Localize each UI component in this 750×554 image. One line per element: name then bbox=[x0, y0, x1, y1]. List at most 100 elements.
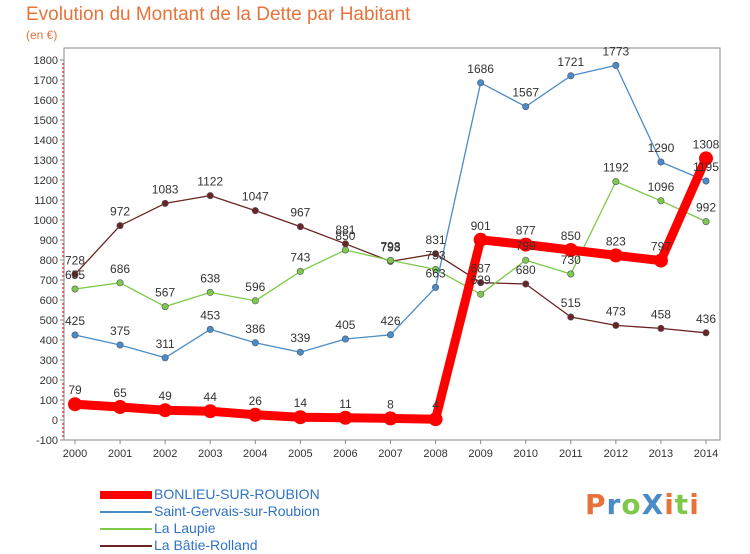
data-point bbox=[612, 61, 620, 69]
data-label: 730 bbox=[561, 253, 581, 267]
data-label: 1721 bbox=[557, 55, 584, 69]
data-label: 4 bbox=[432, 398, 439, 412]
data-point bbox=[428, 412, 443, 427]
data-point bbox=[161, 199, 169, 207]
data-point bbox=[161, 303, 169, 311]
data-label: 823 bbox=[606, 234, 626, 248]
data-label: 386 bbox=[245, 322, 265, 336]
data-point bbox=[522, 256, 530, 264]
data-label: 1083 bbox=[152, 182, 179, 196]
data-point bbox=[296, 223, 304, 231]
data-point bbox=[71, 285, 79, 293]
data-label: 877 bbox=[516, 224, 536, 238]
series-layer bbox=[68, 61, 713, 427]
data-label: 687 bbox=[471, 262, 491, 276]
y-tick-label: 1700 bbox=[34, 75, 58, 87]
data-label: 596 bbox=[245, 280, 265, 294]
x-axis: 2000 2001 2002 2003 2004 2005 2006 2007 2008 2009… bbox=[63, 440, 718, 460]
data-label: 972 bbox=[110, 205, 130, 219]
data-label: 311 bbox=[156, 337, 175, 351]
data-label: 797 bbox=[651, 240, 671, 254]
data-label: 663 bbox=[426, 266, 446, 280]
logo-letter: i bbox=[664, 488, 675, 521]
data-point bbox=[293, 410, 308, 425]
legend-label: Saint-Gervais-sur-Roubion bbox=[154, 503, 320, 519]
data-label: 638 bbox=[200, 271, 220, 285]
data-label: 1567 bbox=[512, 86, 539, 100]
data-label: 798 bbox=[380, 239, 400, 253]
x-tick-label: 2001 bbox=[108, 448, 132, 460]
chart-subtitle: (en €) bbox=[26, 28, 58, 42]
data-point bbox=[161, 354, 169, 362]
data-label: 14 bbox=[294, 396, 308, 410]
legend-swatch bbox=[100, 528, 152, 530]
data-label: 967 bbox=[290, 206, 310, 220]
data-point bbox=[116, 222, 124, 230]
data-label: 8 bbox=[387, 397, 394, 411]
x-tick-label: 2003 bbox=[198, 448, 222, 460]
data-point bbox=[158, 403, 173, 418]
x-tick-label: 2002 bbox=[153, 448, 177, 460]
x-tick-label: 2008 bbox=[423, 448, 447, 460]
x-tick-label: 2004 bbox=[243, 448, 267, 460]
data-label: 515 bbox=[561, 296, 581, 310]
data-label: 65 bbox=[113, 386, 127, 400]
data-label: 655 bbox=[65, 268, 85, 282]
data-label: 79 bbox=[68, 383, 82, 397]
data-point bbox=[657, 158, 665, 166]
legend-swatch bbox=[100, 545, 152, 547]
data-point bbox=[432, 250, 440, 258]
data-label: 743 bbox=[290, 250, 310, 264]
logo-letter: o bbox=[621, 488, 642, 521]
data-point bbox=[206, 192, 214, 200]
data-label: 339 bbox=[290, 331, 310, 345]
data-point bbox=[116, 341, 124, 349]
data-point bbox=[248, 407, 263, 422]
data-label: 1195 bbox=[693, 160, 719, 174]
x-tick-label: 2013 bbox=[649, 448, 673, 460]
data-point bbox=[113, 400, 128, 414]
data-point bbox=[386, 256, 394, 264]
data-label: 436 bbox=[696, 312, 716, 326]
data-label: 11 bbox=[339, 397, 352, 411]
data-label: 1192 bbox=[603, 161, 629, 175]
y-tick-label: 600 bbox=[40, 295, 58, 307]
x-tick-label: 2006 bbox=[333, 448, 357, 460]
data-point bbox=[432, 283, 440, 291]
data-point bbox=[567, 72, 575, 80]
y-tick-label: 1500 bbox=[34, 115, 58, 127]
x-tick-label: 2011 bbox=[559, 448, 583, 460]
y-tick-label: 400 bbox=[40, 335, 58, 347]
data-point bbox=[477, 279, 485, 287]
data-labels: 728 972 1083 1122 1047 967 881 793 831 687 680 515 4… bbox=[65, 44, 720, 412]
data-label: 793 bbox=[380, 240, 400, 254]
data-label: 375 bbox=[110, 324, 130, 338]
logo-letter: r bbox=[606, 488, 622, 521]
logo-letter: i bbox=[689, 488, 700, 521]
data-label: 1122 bbox=[197, 175, 223, 189]
legend-label: La Bâtie-Rolland bbox=[154, 537, 258, 553]
y-tick-label: 1300 bbox=[34, 155, 58, 167]
data-point bbox=[567, 313, 575, 321]
data-point bbox=[386, 331, 394, 339]
data-point bbox=[473, 232, 488, 247]
y-tick-label: 1600 bbox=[34, 95, 58, 107]
logo-letter: t bbox=[674, 488, 690, 521]
data-point bbox=[296, 267, 304, 275]
data-label: 1773 bbox=[603, 44, 630, 58]
data-point bbox=[477, 79, 485, 87]
data-point bbox=[383, 411, 398, 426]
data-point bbox=[522, 280, 530, 288]
legend-label: BONLIEU-SUR-ROUBION bbox=[154, 486, 320, 502]
data-point bbox=[702, 329, 710, 337]
data-point bbox=[338, 410, 353, 425]
x-tick-label: 2005 bbox=[288, 448, 312, 460]
y-tick-label: 1400 bbox=[34, 135, 58, 147]
data-label: 728 bbox=[65, 253, 85, 267]
y-tick-label: 0 bbox=[52, 415, 58, 427]
data-label: 992 bbox=[696, 201, 716, 215]
data-point bbox=[251, 297, 259, 305]
data-point bbox=[477, 290, 485, 298]
data-label: 799 bbox=[516, 239, 536, 253]
logo-letter: X bbox=[641, 488, 665, 521]
